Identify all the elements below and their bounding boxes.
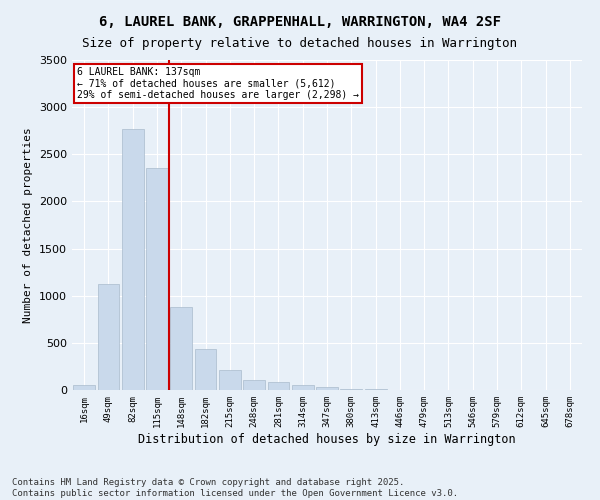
- Bar: [194, 348, 217, 390]
- Bar: [73, 386, 95, 390]
- Text: Size of property relative to detached houses in Warrington: Size of property relative to detached ho…: [83, 38, 517, 51]
- Bar: [292, 385, 314, 390]
- Bar: [219, 370, 241, 390]
- Text: 6, LAUREL BANK, GRAPPENHALL, WARRINGTON, WA4 2SF: 6, LAUREL BANK, GRAPPENHALL, WARRINGTON,…: [99, 15, 501, 29]
- Bar: [170, 307, 192, 390]
- Bar: [146, 168, 168, 390]
- Bar: [365, 389, 386, 390]
- Bar: [316, 387, 338, 390]
- Bar: [243, 380, 265, 390]
- Bar: [340, 388, 362, 390]
- Bar: [97, 284, 119, 390]
- Y-axis label: Number of detached properties: Number of detached properties: [23, 127, 34, 323]
- Bar: [268, 382, 289, 390]
- Bar: [122, 129, 143, 390]
- Text: 6 LAUREL BANK: 137sqm
← 71% of detached houses are smaller (5,612)
29% of semi-d: 6 LAUREL BANK: 137sqm ← 71% of detached …: [77, 66, 359, 100]
- Text: Contains HM Land Registry data © Crown copyright and database right 2025.
Contai: Contains HM Land Registry data © Crown c…: [12, 478, 458, 498]
- X-axis label: Distribution of detached houses by size in Warrington: Distribution of detached houses by size …: [138, 432, 516, 446]
